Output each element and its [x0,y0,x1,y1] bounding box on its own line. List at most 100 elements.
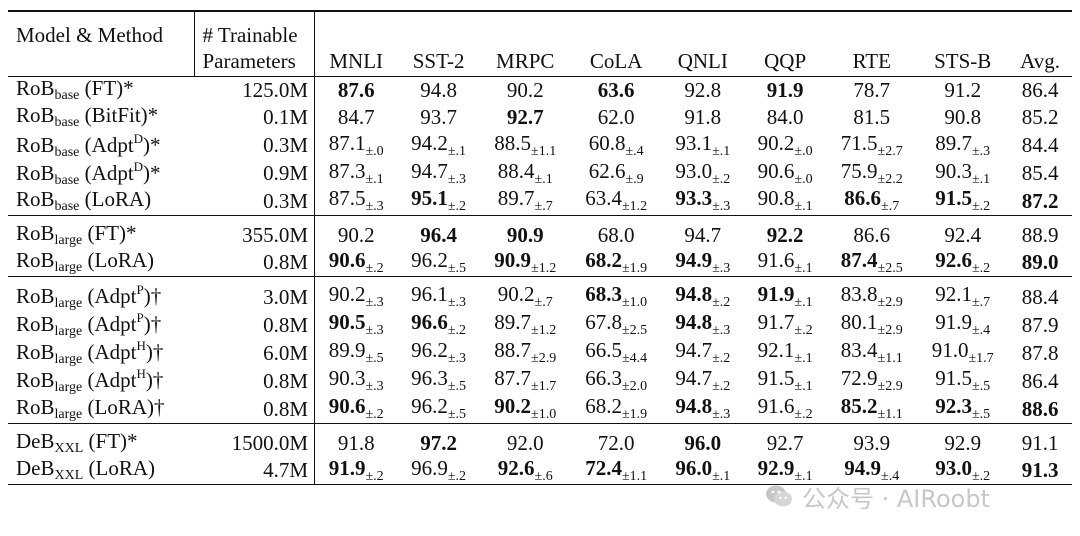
score-cell: 86.4 [1008,367,1072,395]
model-method-cell: RoBbase (AdptD)* [8,132,194,160]
score-value: 92.2 [766,223,804,248]
model-name: RoB [16,340,55,365]
model-name: RoB [16,186,55,211]
score-cell: 88.4±.1 [480,160,571,188]
score-std: ±1.9 [621,260,648,276]
trainable-params-cell: 6.0M [194,339,315,368]
score-value: 96.6 [411,310,448,335]
score-value: 92.7 [766,430,804,455]
score-cell: 80.1±2.9 [826,311,917,339]
header-col-mrpc: MRPC [496,48,555,73]
score-cell: 90.6±.0 [744,160,826,188]
results-table: Model & Method # Trainable Parameters MN… [8,10,1072,485]
score-cell: 90.6±.2 [315,249,398,277]
score-std: ±.2 [365,260,384,276]
score-value: 90.9 [506,223,544,248]
score-cell: 68.3±1.0 [571,283,662,311]
score-cell: 85.2 [1008,104,1072,131]
score-cell: 93.1±.1 [662,132,744,160]
score-std: ±.2 [365,468,384,484]
score-value: 87.1 [328,130,366,155]
score-value: 85.4 [1021,161,1059,186]
score-std: ±.0 [794,143,813,159]
score-cell: 68.2±1.9 [571,249,662,277]
score-cell: 85.4 [1008,160,1072,188]
score-std: ±.6 [534,468,553,484]
model-name: RoB [16,248,55,273]
model-method-cell: RoBlarge (AdptH)† [8,367,194,395]
score-cell: 94.7±.2 [662,367,744,395]
trainable-params-cell: 0.3M [194,187,315,216]
score-value: 90.2 [757,130,795,155]
score-cell: 91.9±.1 [744,283,826,311]
trainable-params-cell: 0.3M [194,131,315,160]
score-value: 88.7 [494,338,532,363]
score-value: 91.9 [935,310,972,335]
score-std: ±.0 [365,143,384,159]
score-std: ±.5 [447,407,467,423]
score-value: 86.4 [1021,78,1059,103]
method-name: (BitFit)* [84,103,159,128]
method-superscript: P [136,310,144,326]
model-method-cell: DeBXXL (LoRA) [8,457,194,485]
score-value: 91.8 [337,430,375,455]
model-size: base [54,144,80,160]
score-value: 86.6 [844,186,882,211]
score-value: 91.9 [757,282,795,307]
score-cell: 95.1±.2 [397,188,479,216]
score-value: 94.8 [420,78,457,103]
score-value: 93.7 [420,105,457,130]
score-value: 96.3 [411,366,448,391]
score-value: 84.7 [337,105,375,130]
score-value: 67.8 [585,310,622,335]
score-value: 89.7 [494,310,532,335]
model-method-cell: RoBlarge (AdptP)† [8,283,194,311]
trainable-params-cell: 0.9M [194,159,315,188]
score-value: 87.2 [1021,188,1059,213]
score-std: ±1.1 [877,351,903,367]
score-cell: 91.6±.1 [744,249,826,277]
score-cell: 94.8±.3 [662,311,744,339]
method-suffix: )* [143,160,161,185]
score-std: ±1.7 [968,351,994,367]
score-cell: 90.2 [315,222,398,249]
model-size: large [54,324,83,340]
score-cell: 91.6±.2 [744,395,826,423]
score-cell: 93.9 [826,430,917,457]
score-cell: 87.2 [1008,188,1072,216]
score-value: 90.2 [506,78,544,103]
score-cell: 91.8 [315,430,398,457]
table-row: RoBlarge (AdptH)† 6.0M 89.9±.5 96.2±.3 88.7±… [8,338,1072,368]
score-cell: 90.9 [480,222,571,249]
score-std: ±.2 [365,407,384,423]
trainable-params-cell: 3.0M [194,283,315,312]
score-cell: 84.7 [315,104,398,131]
score-cell: 92.9 [917,430,1008,457]
score-cell: 92.6±.2 [917,249,1008,277]
model-method-cell: RoBbase (LoRA) [8,188,194,216]
score-value: 88.5 [494,130,532,155]
score-cell: 84.0 [744,104,826,131]
score-value: 94.7 [411,158,448,183]
method-suffix: )* [143,132,161,157]
model-size: large [54,406,83,422]
score-cell: 96.2±.3 [397,339,479,367]
table-row: RoBbase (FT)* 125.0M 87.6 94.8 90.2 63.6 92.8 9… [8,76,1072,105]
score-value: 91.9 [766,78,804,103]
model-method-cell: RoBbase (BitFit)* [8,104,194,131]
score-cell: 91.9±.2 [315,457,398,485]
header-col-avg: Avg. [1020,48,1061,73]
score-std: ±2.9 [531,351,557,367]
score-std: ±.2 [971,468,991,484]
score-cell: 68.0 [571,222,662,249]
method-suffix: )† [145,340,164,365]
score-std: ±2.9 [877,295,903,311]
method-superscript: D [133,158,144,174]
method-name: (LoRA) [84,186,152,211]
score-value: 90.2 [497,282,535,307]
model-size: large [54,380,83,396]
header-model-method: Model & Method [16,23,163,47]
score-value: 96.0 [684,430,722,455]
table-row: RoBlarge (LoRA)† 0.8M 90.6±.2 96.2±.5 90.2±1… [8,395,1072,424]
table-row: RoBlarge (AdptH)† 0.8M 90.3±.3 96.3±.5 87.7±… [8,366,1072,396]
